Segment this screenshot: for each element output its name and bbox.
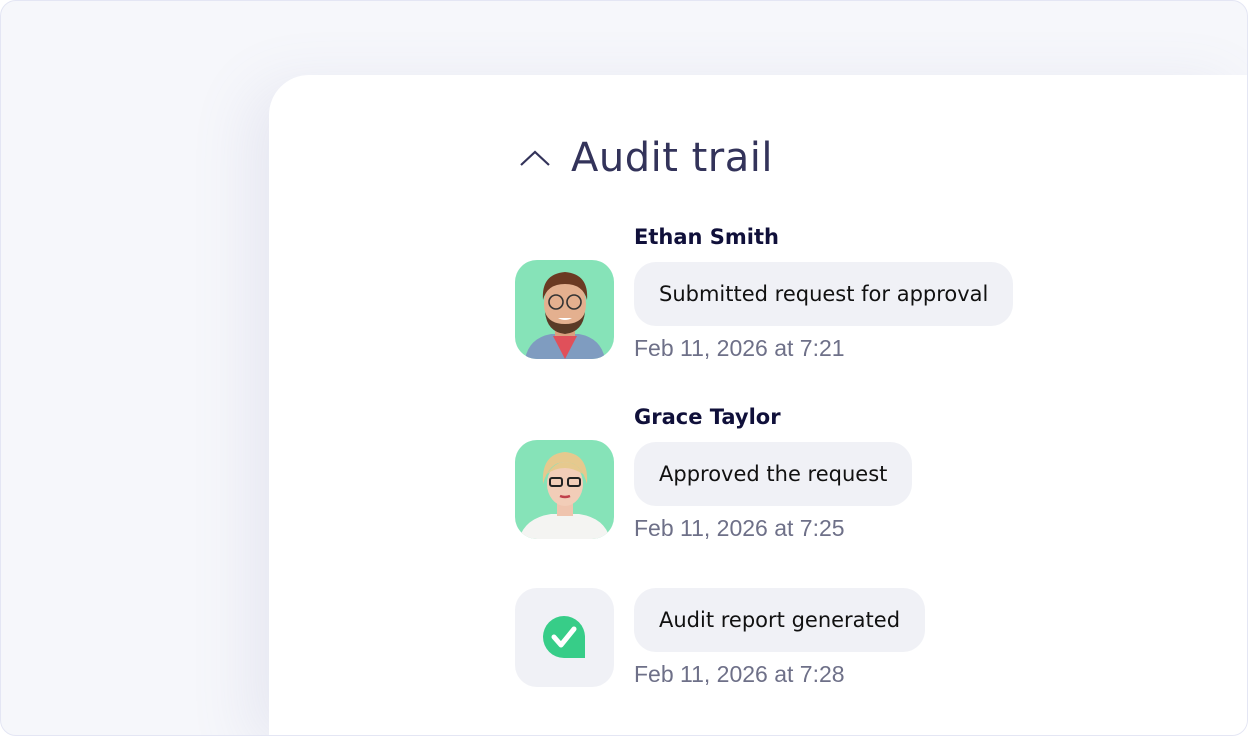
- user-name: Ethan Smith: [634, 225, 779, 249]
- avatar: [515, 440, 614, 539]
- system-icon-tile: [515, 588, 614, 687]
- check-badge-icon: [543, 616, 585, 658]
- action-bubble: Audit report generated: [634, 588, 926, 652]
- timestamp: Feb 11, 2026 at 7:21: [634, 335, 845, 361]
- action-bubble: Submitted request for approval: [634, 262, 1014, 326]
- audit-card: Audit trail Ethan Smith Submitted reques…: [269, 75, 1247, 735]
- chevron-up-icon[interactable]: [519, 148, 551, 168]
- action-bubble: Approved the request: [634, 442, 913, 506]
- timestamp: Feb 11, 2026 at 7:25: [634, 515, 845, 541]
- avatar: [515, 260, 614, 359]
- audit-trail-header[interactable]: Audit trail: [519, 135, 773, 181]
- section-title: Audit trail: [571, 135, 773, 181]
- user-name: Grace Taylor: [634, 405, 781, 429]
- timestamp: Feb 11, 2026 at 7:28: [634, 661, 845, 687]
